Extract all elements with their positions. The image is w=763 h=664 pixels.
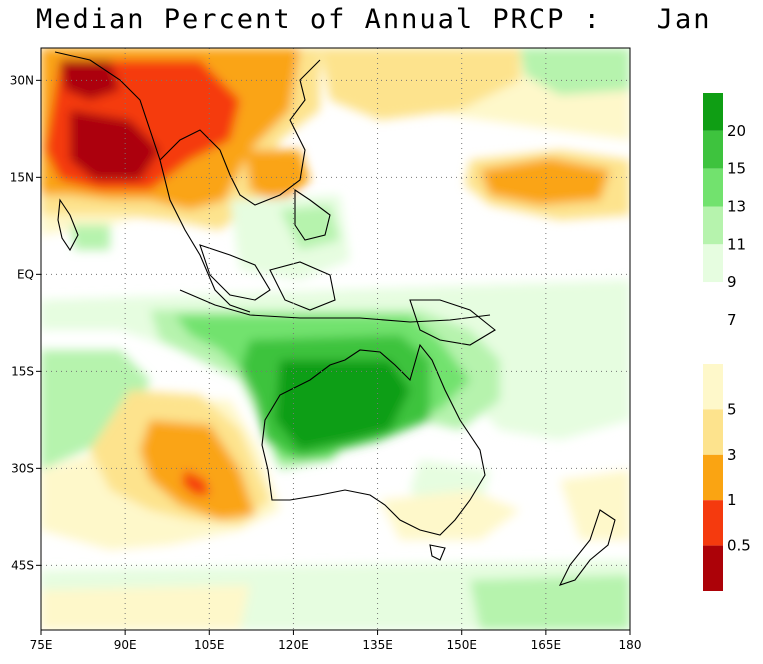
y-tick-label: 15S — [11, 364, 34, 378]
colorbar-label: 20 — [727, 122, 746, 140]
coastlines — [54, 51, 616, 586]
colorbar-bin — [703, 454, 723, 501]
y-tick-label: 30S — [11, 461, 34, 475]
y-axis: 30N 15N EQ 15S 30S 45S — [10, 73, 41, 572]
colorbar-label: 3 — [727, 446, 737, 464]
y-tick-label: 15N — [10, 170, 34, 184]
colorbar-label: 11 — [727, 235, 746, 253]
colorbar-bin — [703, 500, 723, 546]
colorbar: 20 15 13 11 9 7 5 3 1 0.5 — [703, 93, 751, 591]
x-tick-label: 135E — [362, 638, 393, 652]
colorbar-label: 5 — [727, 400, 737, 418]
colorbar-label: 7 — [727, 311, 737, 329]
x-tick-label: 75E — [30, 638, 53, 652]
colorbar-label: 1 — [727, 491, 737, 509]
colorbar-bin — [703, 206, 723, 245]
colorbar-label: 15 — [727, 160, 746, 178]
map-grid — [41, 48, 630, 630]
colorbar-bin — [703, 168, 723, 207]
x-tick-label: 90E — [114, 638, 137, 652]
colorbar-bin — [703, 93, 723, 131]
y-tick-label: EQ — [17, 267, 34, 281]
colorbar-bin — [703, 244, 723, 283]
x-axis: 75E 90E 105E 120E 135E 150E 165E 180 — [30, 630, 642, 652]
x-tick-label: 150E — [446, 638, 477, 652]
x-tick-label: 120E — [278, 638, 309, 652]
x-tick-label: 165E — [531, 638, 562, 652]
page-title: Median Percent of Annual PRCP : Jan — [36, 4, 712, 35]
plot-frame — [40, 47, 631, 631]
colorbar-bin — [703, 409, 723, 455]
x-tick-label: 105E — [194, 638, 225, 652]
y-tick-label: 45S — [11, 558, 34, 572]
colorbar-label: 0.5 — [727, 537, 751, 555]
colorbar-bin — [703, 130, 723, 169]
precip-field — [41, 48, 630, 630]
colorbar-label: 9 — [727, 273, 737, 291]
colorbar-bin — [703, 545, 723, 591]
y-tick-label: 30N — [10, 73, 34, 87]
colorbar-bin — [703, 282, 723, 320]
x-tick-label: 180 — [619, 638, 642, 652]
colorbar-bin — [703, 364, 723, 410]
colorbar-label: 13 — [727, 198, 746, 216]
